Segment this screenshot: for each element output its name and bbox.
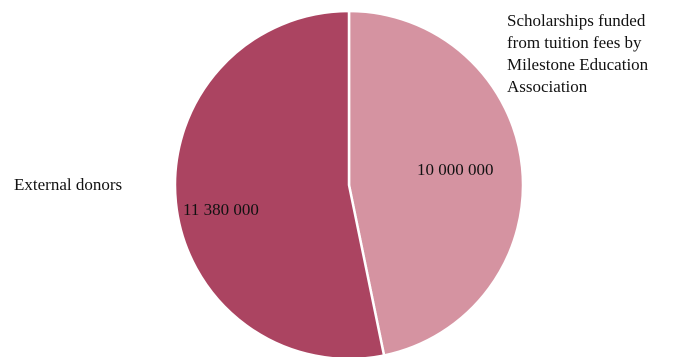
pie-slice-external-donors xyxy=(173,9,386,357)
slice-value-label-scholarships: 10 000 000 xyxy=(417,160,494,179)
slice-label-scholarships: Scholarships funded from tuition fees by… xyxy=(507,11,649,96)
pie-slices xyxy=(173,9,525,357)
pie-slice-scholarships xyxy=(347,9,525,357)
slice-label-external-donors: External donors xyxy=(14,175,123,194)
slice-value-label-external-donors: 11 380 000 xyxy=(183,200,259,219)
